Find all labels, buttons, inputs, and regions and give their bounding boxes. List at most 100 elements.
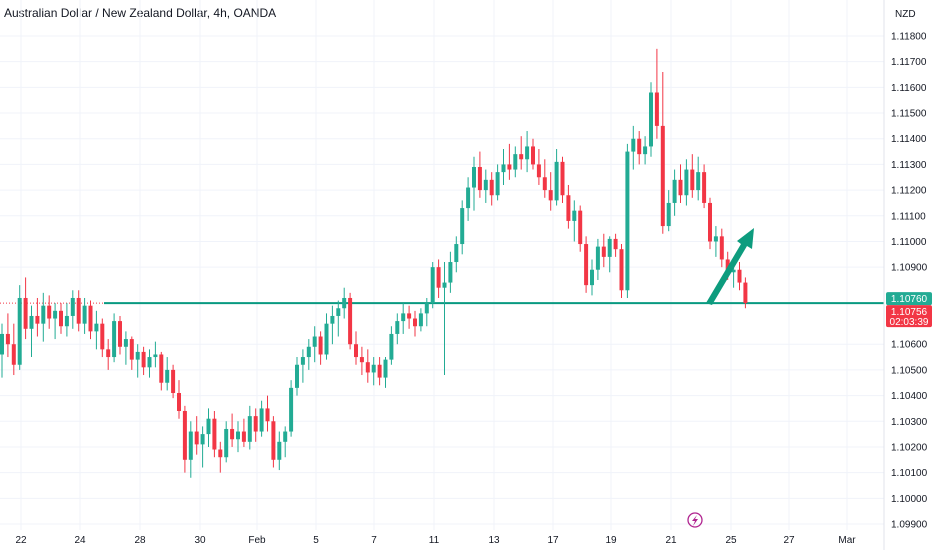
time-scale[interactable]: 22 24 28 30 Feb 5 7 11 13 17 19 21 25 27 Mar — [15, 535, 856, 546]
candle — [165, 357, 170, 391]
candle — [713, 226, 718, 257]
candle — [23, 277, 28, 340]
last-price-label: 1.10756 — [891, 307, 928, 318]
candle — [112, 313, 117, 363]
candle-body — [106, 349, 111, 358]
candle — [436, 259, 441, 298]
candle-body — [135, 351, 140, 360]
price-scale[interactable]: NZD 1.11800 1.11700 1.11600 1.11500 1.11400 1.… — [883, 0, 932, 550]
candle — [536, 149, 541, 185]
candle — [737, 262, 742, 291]
candle — [519, 136, 524, 170]
candle-body — [743, 282, 748, 304]
candle-body — [713, 236, 718, 242]
candle — [153, 341, 158, 368]
candle — [418, 308, 423, 332]
candle-body — [572, 210, 577, 221]
candle-body — [637, 138, 642, 155]
candle — [690, 154, 695, 198]
candle-body — [318, 336, 323, 355]
candle-body — [241, 431, 246, 442]
candle-body — [395, 321, 400, 334]
candle-body — [253, 416, 258, 432]
candles[interactable] — [0, 48, 748, 478]
price-tick-label: 1.10200 — [891, 442, 928, 453]
candle — [41, 292, 46, 342]
candle-body — [531, 146, 535, 165]
price-tick-label: 1.11500 — [891, 109, 927, 120]
price-tick-label: 1.11100 — [891, 211, 926, 222]
candle — [377, 357, 382, 386]
price-tick-label: 1.11700 — [891, 57, 927, 68]
candle-body — [283, 431, 288, 442]
candle — [194, 416, 199, 455]
candle-body — [566, 195, 571, 221]
candle — [177, 380, 181, 419]
price-tick-label: 1.10300 — [891, 417, 928, 428]
candle — [424, 297, 429, 327]
time-tick-label: 25 — [725, 535, 737, 546]
candle — [82, 297, 87, 334]
candle-body — [0, 333, 4, 355]
candle — [159, 351, 164, 391]
arrow-shape — [706, 228, 754, 305]
candle — [123, 331, 128, 365]
price-tick-label: 1.10600 — [891, 340, 928, 351]
candle-body — [725, 259, 730, 273]
candle — [11, 323, 16, 376]
time-tick-label: 21 — [665, 535, 677, 546]
candle — [265, 395, 270, 432]
candle — [483, 169, 488, 203]
candle — [230, 413, 235, 447]
candle-body — [371, 364, 376, 373]
candle — [548, 172, 553, 211]
candle — [17, 285, 22, 370]
candle — [619, 244, 624, 298]
candle — [466, 177, 471, 221]
candle — [489, 172, 494, 206]
candle — [318, 331, 323, 365]
time-tick-label: 11 — [429, 535, 440, 546]
candle — [64, 303, 69, 337]
candle-body — [300, 357, 305, 365]
candle — [654, 48, 659, 139]
candle-body — [702, 172, 707, 203]
candle-body — [536, 164, 541, 178]
candle — [224, 421, 229, 463]
candle — [365, 349, 370, 383]
candle-body — [23, 297, 28, 329]
candle — [578, 205, 583, 252]
candle-body — [336, 308, 341, 316]
candle-body — [354, 344, 358, 358]
candle-body — [525, 146, 530, 160]
candle — [147, 349, 152, 378]
projection-arrow[interactable] — [706, 228, 754, 305]
candle-body — [94, 323, 99, 332]
candle-body — [259, 408, 264, 432]
candle-body — [519, 154, 524, 160]
candle-body — [200, 434, 205, 445]
candle-body — [230, 428, 235, 440]
candle-body — [501, 164, 506, 173]
candle — [684, 159, 689, 206]
candle-body — [359, 357, 364, 363]
candle-body — [472, 166, 476, 188]
candle — [0, 323, 4, 378]
time-tick-label: 19 — [605, 535, 617, 546]
lightning-icon[interactable] — [687, 512, 703, 528]
candle-body — [365, 362, 370, 373]
candle-body — [129, 339, 134, 360]
price-tick-label: 1.09900 — [891, 520, 928, 531]
candle — [678, 164, 683, 203]
candle-body — [436, 267, 441, 288]
candle-body — [47, 305, 52, 319]
candle-body — [696, 172, 701, 191]
candle-body — [141, 351, 146, 368]
candle — [35, 297, 40, 337]
candle — [472, 156, 476, 211]
candle — [324, 313, 329, 360]
candle-body — [59, 310, 63, 327]
candle — [407, 305, 412, 329]
price-tick-label: 1.11400 — [891, 134, 927, 145]
